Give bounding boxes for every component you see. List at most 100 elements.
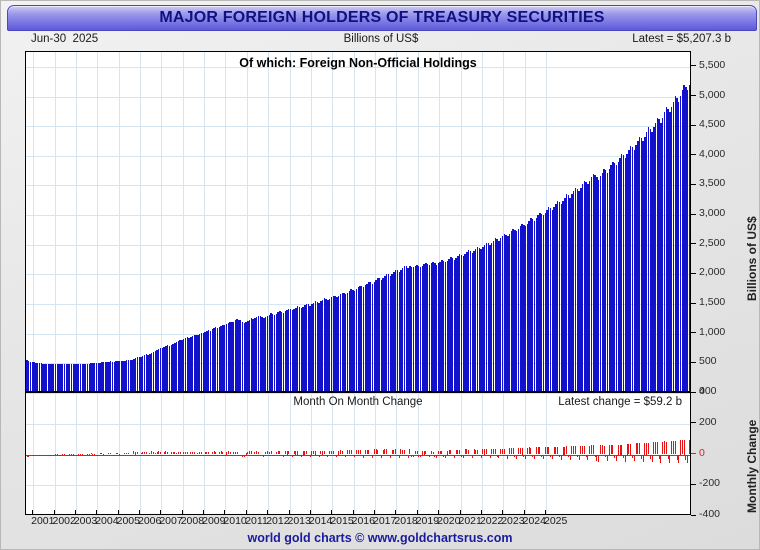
gridline [26,485,690,487]
chart-bar [613,162,616,391]
chart-bar [619,157,621,391]
chart-bar [446,260,448,391]
chart-bar [40,363,42,391]
gridline [524,52,526,391]
x-axis-tick-label: 2014 [308,515,333,527]
monthly-change-bar [400,449,402,455]
monthly-change-bar [87,453,89,455]
monthly-change-bar [165,451,167,455]
chart-bar [571,194,573,391]
monthly-change-bar [51,454,53,456]
monthly-change-bar [304,451,306,455]
chart-bar [193,335,196,391]
chart-bar [149,353,151,391]
gridline [439,393,441,514]
tick-mark [203,510,205,515]
monthly-change-bar [63,453,65,455]
monthly-change-bar [179,452,181,455]
chart-bar [460,254,463,391]
tick-mark [691,302,696,304]
monthly-change-bar [361,454,363,456]
monthly-change-bar [516,454,518,459]
chart-bar [256,316,258,391]
chart-bar [206,331,208,391]
monthly-change-bar [28,454,30,457]
main-chart-bars [26,52,690,391]
monthly-change-bar [94,453,96,455]
chart-bar [674,96,676,391]
chart-bar [49,364,51,391]
chart-bar [65,364,67,391]
chart-bar [183,339,185,391]
chart-bar [270,313,272,391]
chart-bar [77,364,80,391]
y-axis-tick-label: 3,500 [699,177,726,190]
monthly-change-bar [484,449,486,455]
y-axis-tick-label: 2,000 [699,266,726,279]
monthly-change-bar [318,454,320,458]
chart-bar [462,256,464,391]
chart-bar [86,363,89,391]
chart-bar [578,191,580,391]
monthly-change-bar [396,454,398,456]
chart-bar [501,236,504,391]
gridline [289,52,291,391]
chart-bar [603,169,605,391]
chart-bar [622,155,625,391]
monthly-change-bar [227,451,229,455]
x-axis-tick-label: 2012 [266,515,290,527]
chart-bar [307,304,310,391]
monthly-change-y-axis: 400 200 0 -200 -400 [691,385,737,520]
monthly-change-bar [204,452,206,455]
x-axis-tick-label: 2007 [159,515,183,527]
chart-bar [564,197,566,391]
monthly-change-bar [407,454,409,458]
chart-bar [635,145,637,391]
monthly-change-bar [131,454,133,456]
chart-bar [421,265,424,391]
monthly-change-bar [468,449,470,455]
monthly-change-bar [144,452,146,455]
monthly-change-bar [466,449,468,455]
chart-bar [368,281,370,391]
x-axis-tick-label: 2021 [458,515,482,527]
monthly-change-bar [46,454,48,456]
chart-bar [621,153,623,391]
monthly-change-bar [265,452,267,455]
monthly-change-bar [482,449,484,455]
chart-bar [583,180,586,391]
monthly-change-bar [436,454,438,458]
chart-bar [617,161,619,391]
main-chart-plot-area: Of which: Foreign Non-Official Holdings [25,51,691,392]
tick-mark [160,510,162,515]
monthly-change-bar [158,451,160,455]
chart-bar [396,270,399,391]
chart-bar [605,170,607,391]
chart-bar [72,363,74,391]
tick-mark [480,510,482,515]
monthly-change-bar [485,449,487,455]
chart-bar [585,181,587,391]
monthly-change-bar [108,453,110,455]
chart-bar [117,360,119,391]
chart-bar [569,197,571,391]
monthly-change-bar [379,454,381,456]
monthly-change-bar [685,454,687,460]
monthly-change-bar [231,454,233,456]
chart-bar [662,117,664,391]
monthly-change-bar [136,452,138,455]
monthly-change-bar [190,452,192,455]
chart-bar [261,316,263,391]
tick-mark [502,510,504,515]
monthly-change-bar [496,454,498,457]
gridline [26,274,690,276]
monthly-change-bar [372,454,373,458]
chart-bar [181,340,183,391]
monthly-change-bar [592,445,594,455]
monthly-change-bar [26,454,28,457]
monthly-change-bar [71,454,73,455]
chart-bar [70,364,73,391]
chart-bar [542,215,545,391]
chart-bar [257,315,260,391]
monthly-change-bar [55,454,57,455]
